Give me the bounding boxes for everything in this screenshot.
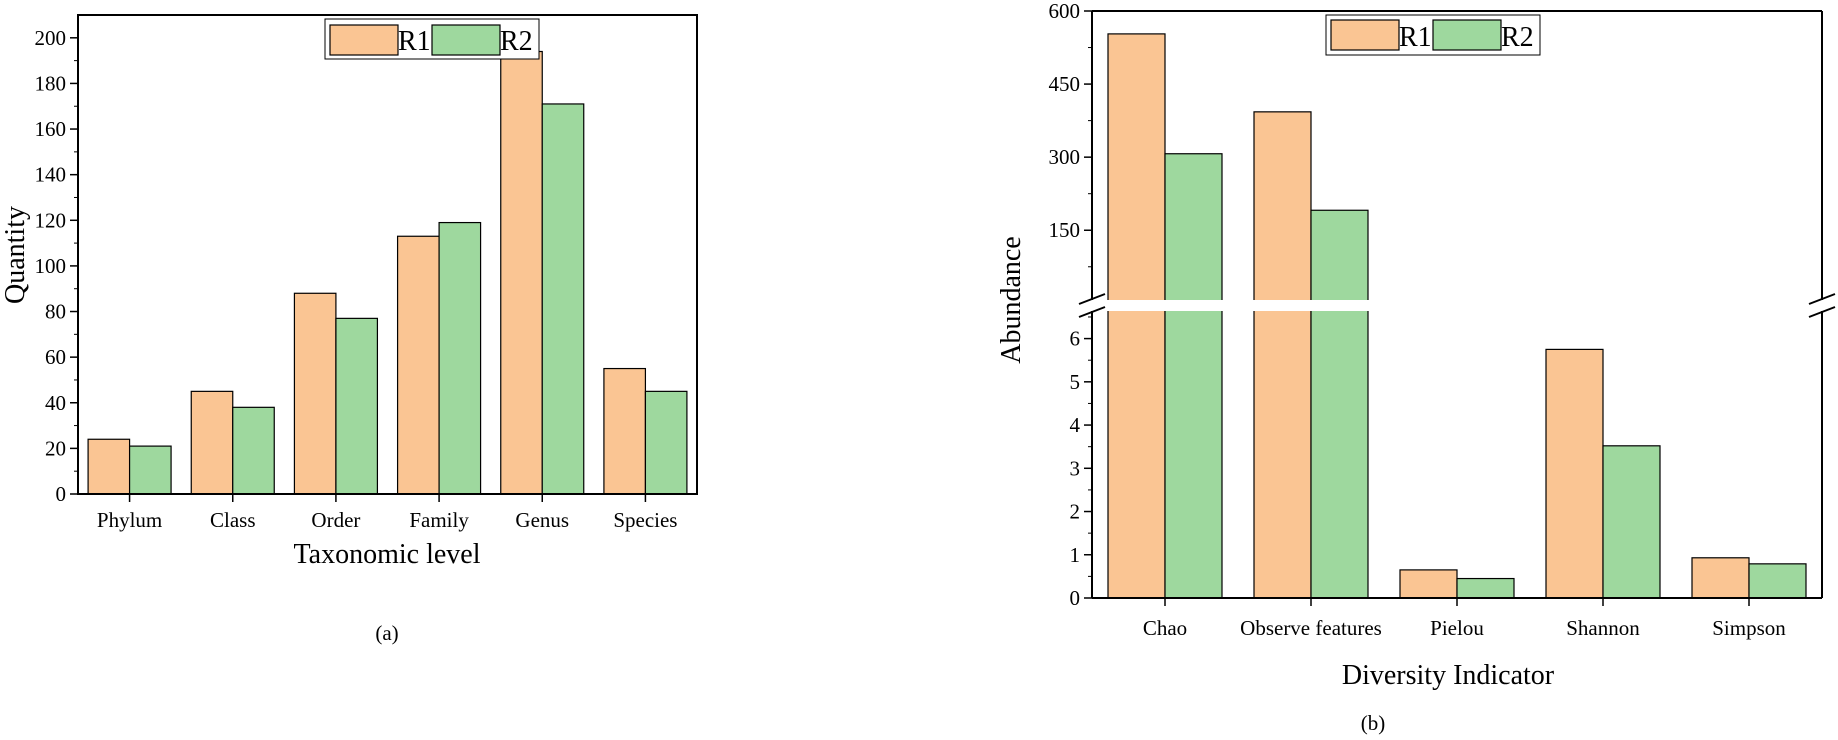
chart-a-y-tick-label-160: 160 bbox=[35, 117, 67, 141]
chart-b-y-tick-label-2: 2 bbox=[1070, 500, 1081, 524]
chart-b-bar-r2-chao bbox=[1164, 153, 1223, 599]
chart-a-bar-r2-species bbox=[644, 390, 688, 495]
chart-b-y-axis-label: Abundance bbox=[996, 236, 1027, 364]
chart-a-x-tick-label-phylum: Phylum bbox=[97, 508, 162, 532]
chart-b-y-tick-label-150: 150 bbox=[1049, 218, 1081, 242]
chart-b-y-tick-label-600: 600 bbox=[1049, 0, 1081, 23]
chart-b-y-tick-label-5: 5 bbox=[1070, 370, 1081, 394]
chart-b-break-mark-left-1 bbox=[1078, 293, 1106, 305]
chart-b-x-tick-label-observe-features: Observe features bbox=[1240, 616, 1382, 640]
chart-b-legend-label-r2: R2 bbox=[1501, 22, 1534, 53]
chart-a-y-tick-label-60: 60 bbox=[45, 345, 66, 369]
chart-b-x-tick-label-chao: Chao bbox=[1143, 616, 1187, 640]
chart-b-y-tick-label-3: 3 bbox=[1070, 456, 1081, 480]
chart-b-x-tick-label-simpson: Simpson bbox=[1712, 616, 1786, 640]
chart-a-x-tick-label-class: Class bbox=[210, 508, 256, 532]
chart-b-y-tick-label-1: 1 bbox=[1070, 543, 1081, 567]
chart-b-x-axis: Chao Observe features Pielou Shannon Simpson bbox=[1143, 598, 1786, 640]
chart-b-x-tick-label-pielou: Pielou bbox=[1430, 616, 1484, 640]
chart-a-y-tick-label-40: 40 bbox=[45, 391, 66, 415]
chart-b-bar-r1-observe-features bbox=[1253, 111, 1312, 599]
chart-b-break-mark-right-2 bbox=[1808, 306, 1836, 318]
chart-b-bar-r2-observe-features bbox=[1310, 209, 1369, 599]
chart-b-bar-r2-pielou bbox=[1456, 577, 1515, 599]
chart-b-legend: R1 R2 bbox=[1325, 14, 1541, 56]
chart-b-bars bbox=[1107, 33, 1807, 599]
chart-a-x-tick-label-family: Family bbox=[409, 508, 469, 532]
chart-a-plot-frame bbox=[77, 14, 698, 495]
chart-a-y-tick-label-140: 140 bbox=[35, 163, 67, 187]
chart-b-abundance-by-diversity-indicator: 0 1 2 3 4 5 6 150 300 450 600 Chao Observe features… bbox=[996, 0, 1838, 735]
chart-a-y-tick-label-0: 0 bbox=[56, 482, 67, 506]
chart-a-legend-swatch-r2 bbox=[431, 24, 501, 56]
chart-b-y-tick-label-300: 300 bbox=[1049, 145, 1081, 169]
chart-b-y-tick-label-450: 450 bbox=[1049, 72, 1081, 96]
chart-b-bar-r1-pielou bbox=[1399, 569, 1458, 599]
chart-b-break-mark-left-2 bbox=[1078, 306, 1106, 318]
chart-a-x-tick-label-species: Species bbox=[613, 508, 677, 532]
chart-a-legend-label-r2: R2 bbox=[500, 26, 533, 57]
chart-a-bar-r2-family bbox=[438, 221, 482, 495]
chart-b-bar-r1-simpson bbox=[1691, 557, 1750, 599]
chart-a-bar-r2-class bbox=[232, 406, 275, 495]
chart-a-y-tick-label-20: 20 bbox=[45, 436, 66, 460]
chart-a-bar-r1-phylum bbox=[87, 438, 131, 495]
chart-a-bar-r2-order bbox=[335, 317, 379, 495]
chart-a-legend: R1 R2 bbox=[324, 18, 540, 60]
chart-a-y-tick-label-200: 200 bbox=[35, 26, 67, 50]
chart-a-bar-r1-family bbox=[396, 235, 440, 495]
chart-a-bar-r1-order bbox=[293, 292, 337, 495]
chart-a-legend-label-r1: R1 bbox=[398, 26, 431, 57]
chart-b-break-mark-right-1 bbox=[1808, 293, 1836, 305]
chart-a-x-axis-label: Taxonomic level bbox=[294, 539, 481, 570]
chart-b-legend-label-r1: R1 bbox=[1399, 22, 1432, 53]
chart-a-bar-r1-class bbox=[190, 390, 234, 495]
chart-a-y-tick-label-80: 80 bbox=[45, 300, 66, 324]
chart-b-legend-swatch-r2 bbox=[1432, 19, 1502, 51]
chart-a-bar-r2-phylum bbox=[128, 445, 172, 495]
chart-b-x-axis-label: Diversity Indicator bbox=[1342, 660, 1555, 691]
chart-b-bar-r1-shannon bbox=[1545, 348, 1604, 599]
chart-a-bar-r1-species bbox=[603, 367, 647, 495]
chart-a-y-axis: 0 20 40 60 80 100 120 140 160 180 200 bbox=[35, 26, 78, 506]
chart-b-plot-frame bbox=[1078, 10, 1836, 599]
chart-a-bar-r1-genus bbox=[500, 50, 543, 495]
chart-a-x-tick-label-genus: Genus bbox=[515, 508, 569, 532]
chart-b-bar-r2-simpson bbox=[1748, 563, 1807, 599]
chart-b-y-tick-label-6: 6 bbox=[1070, 327, 1081, 351]
chart-a-caption: (a) bbox=[375, 621, 398, 645]
chart-a-y-tick-label-100: 100 bbox=[35, 254, 67, 278]
chart-b-y-tick-label-0: 0 bbox=[1070, 586, 1081, 610]
chart-a-y-tick-label-180: 180 bbox=[35, 71, 67, 95]
chart-b-bar-r1-chao bbox=[1107, 33, 1166, 599]
chart-b-bar-r2-shannon bbox=[1602, 445, 1661, 599]
chart-a-quantity-by-taxonomic-level: 0 20 40 60 80 100 120 140 160 180 200 Phylum Class O… bbox=[0, 14, 698, 645]
chart-a-y-axis-label: Quantity bbox=[0, 206, 31, 304]
chart-b-y-axis: 0 1 2 3 4 5 6 150 300 450 600 bbox=[1049, 0, 1092, 610]
chart-a-legend-swatch-r1 bbox=[329, 24, 399, 56]
chart-b-legend-swatch-r1 bbox=[1330, 19, 1400, 51]
chart-a-bars bbox=[87, 50, 688, 495]
chart-b-y-tick-label-4: 4 bbox=[1070, 413, 1081, 437]
chart-b-x-tick-label-shannon: Shannon bbox=[1566, 616, 1640, 640]
chart-a-x-axis: Phylum Class Order Family Genus Species bbox=[97, 494, 677, 532]
chart-a-y-tick-label-120: 120 bbox=[35, 208, 67, 232]
chart-a-bar-r2-genus bbox=[541, 103, 585, 495]
chart-a-x-tick-label-order: Order bbox=[311, 508, 360, 532]
chart-b-caption: (b) bbox=[1361, 711, 1386, 735]
chart-b-axis-break-gap bbox=[1072, 300, 1838, 311]
